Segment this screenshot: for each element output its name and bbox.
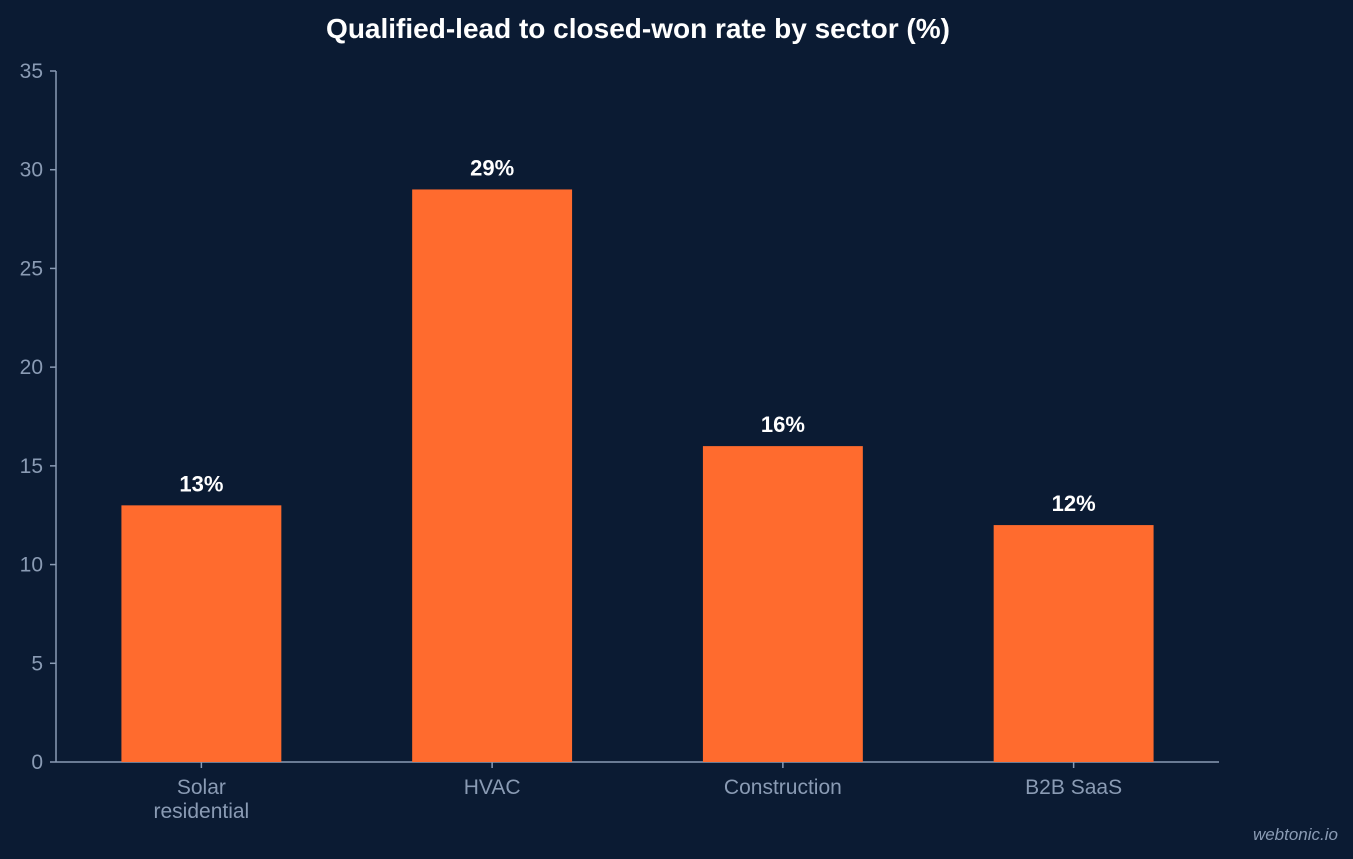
y-tick-label: 20 <box>20 356 43 379</box>
data-label: 29% <box>470 155 514 180</box>
category-labels: Solar residential HVAC Construction B2B SaaS <box>154 776 1123 823</box>
x-tick-label: HVAC <box>464 776 521 799</box>
data-labels: 13% 29% 16% 12% <box>179 155 1095 516</box>
bars <box>121 189 1154 762</box>
bar <box>412 189 573 762</box>
data-label: 12% <box>1052 491 1096 516</box>
y-tick-label: 25 <box>20 257 43 280</box>
y-tick-label: 35 <box>20 60 43 83</box>
bar <box>121 505 282 762</box>
data-label: 16% <box>761 412 805 437</box>
chart-title: Qualified-lead to closed-won rate by sec… <box>326 13 950 44</box>
y-tick-label: 10 <box>20 554 43 577</box>
watermark: webtonic.io <box>1253 825 1338 844</box>
bar <box>993 525 1154 762</box>
y-tick-label: 0 <box>31 751 43 774</box>
bar <box>702 446 863 762</box>
y-tick-label: 5 <box>31 652 43 675</box>
y-tick-label: 30 <box>20 159 43 182</box>
y-tick-label: 15 <box>20 455 43 478</box>
x-tick-label: Construction <box>724 776 842 799</box>
data-label: 13% <box>179 471 223 496</box>
x-tick-label: Solar residential <box>154 776 250 823</box>
x-tick-label: B2B SaaS <box>1025 776 1122 799</box>
